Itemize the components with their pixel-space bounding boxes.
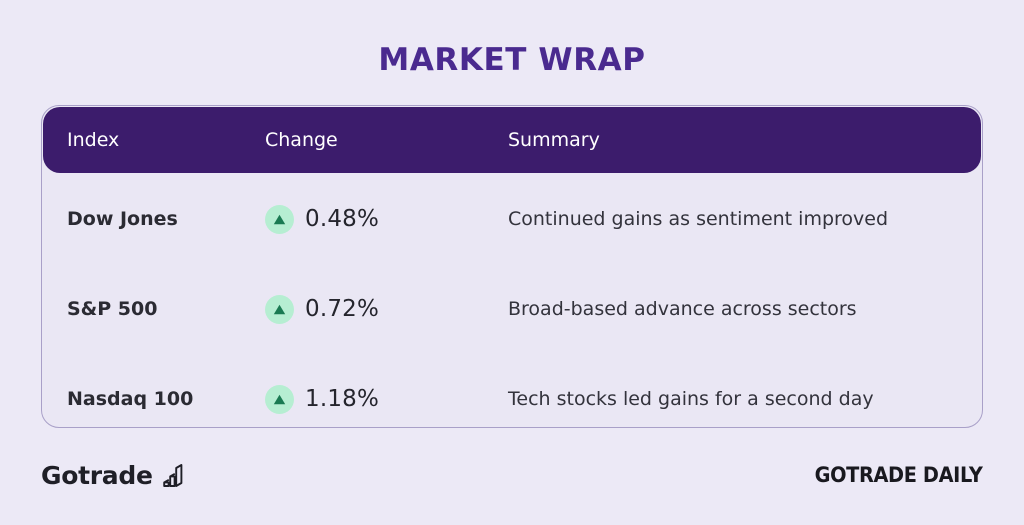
- table-row: Dow Jones 0.48% Continued gains as senti…: [43, 174, 981, 264]
- page-title: MARKET WRAP: [378, 42, 646, 78]
- column-header-index: Index: [67, 129, 120, 151]
- market-table-card: Index Change Summary Dow Jones 0.48% Con…: [41, 105, 983, 428]
- table-header-row: Index Change Summary: [43, 107, 981, 173]
- triangle-up-icon: [265, 294, 294, 324]
- table-body: Dow Jones 0.48% Continued gains as senti…: [43, 174, 981, 444]
- cell-change: 0.72%: [265, 294, 508, 324]
- triangle-up-icon: [265, 384, 294, 414]
- publication-name: GOTRADE DAILY: [815, 463, 983, 487]
- footer: Gotrade GOTRADE DAILY: [41, 452, 983, 498]
- cell-summary: Broad-based advance across sectors: [508, 298, 857, 320]
- change-value: 0.48%: [305, 206, 380, 232]
- cell-change: 0.48%: [265, 204, 508, 234]
- change-value: 1.18%: [305, 386, 380, 412]
- table-row: Nasdaq 100 1.18% Tech stocks led gains f…: [43, 354, 981, 444]
- gotrade-bars-logo-icon: [161, 462, 188, 489]
- cell-index: S&P 500: [67, 298, 158, 320]
- column-header-summary: Summary: [508, 129, 600, 151]
- column-header-change: Change: [265, 129, 338, 151]
- cell-index: Dow Jones: [67, 208, 178, 230]
- cell-index: Nasdaq 100: [67, 388, 194, 410]
- cell-summary: Continued gains as sentiment improved: [508, 208, 889, 230]
- table-row: S&P 500 0.72% Broad-based advance across…: [43, 264, 981, 354]
- cell-summary: Tech stocks led gains for a second day: [508, 388, 874, 410]
- brand-name: Gotrade: [41, 460, 153, 490]
- change-value: 0.72%: [305, 296, 380, 322]
- cell-change: 1.18%: [265, 384, 508, 414]
- brand-logo: Gotrade: [41, 461, 188, 490]
- triangle-up-icon: [265, 204, 294, 234]
